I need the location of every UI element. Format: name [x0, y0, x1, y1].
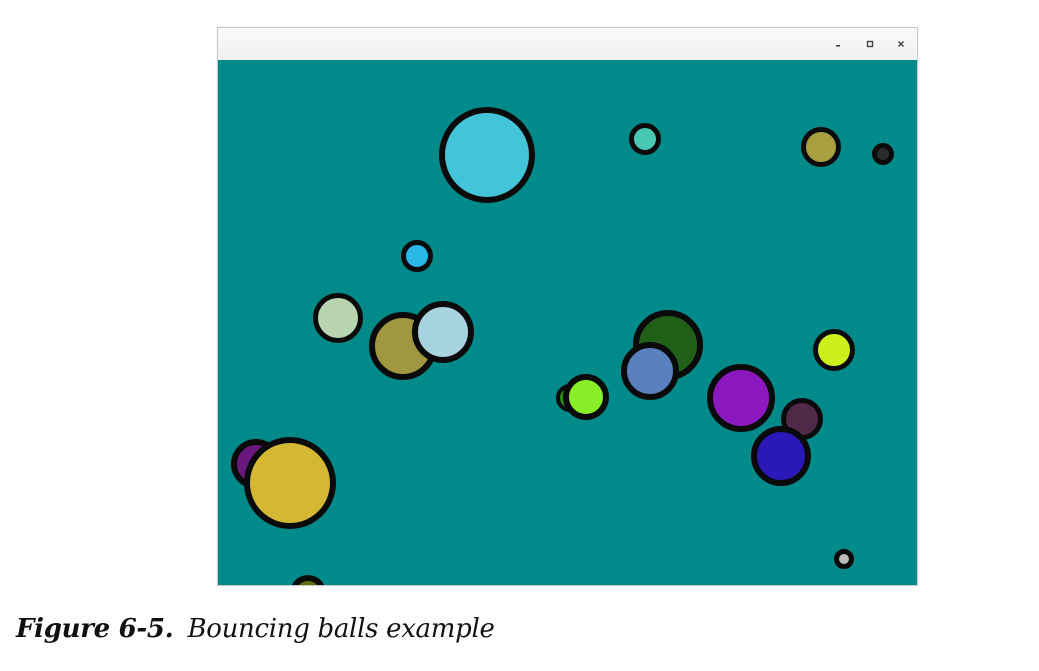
- figure-caption-text: Bouncing balls example: [187, 614, 495, 644]
- minimize-button[interactable]: [830, 36, 846, 52]
- ball: [412, 301, 474, 363]
- ball-canvas[interactable]: [218, 60, 917, 585]
- ball: [401, 240, 433, 272]
- minimize-icon: [836, 45, 840, 47]
- app-window: [217, 27, 918, 586]
- ball: [801, 127, 841, 167]
- close-icon: [897, 40, 905, 48]
- close-button[interactable]: [893, 36, 909, 52]
- figure-label: Figure 6-5.: [16, 614, 174, 644]
- ball: [439, 107, 535, 203]
- ball: [813, 329, 855, 371]
- ball-canvas-svg: [218, 60, 917, 585]
- maximize-button[interactable]: [862, 36, 878, 52]
- figure-caption: Figure 6-5. Bouncing balls example: [16, 614, 495, 644]
- ball: [621, 342, 679, 400]
- ball: [563, 374, 609, 420]
- ball: [313, 293, 363, 343]
- maximize-icon: [866, 40, 874, 48]
- ball: [244, 437, 336, 529]
- ball: [629, 123, 661, 155]
- ball: [291, 575, 325, 585]
- ball: [707, 364, 775, 432]
- ball: [834, 549, 854, 569]
- ball: [751, 426, 811, 486]
- title-bar[interactable]: [218, 28, 917, 61]
- ball: [872, 143, 894, 165]
